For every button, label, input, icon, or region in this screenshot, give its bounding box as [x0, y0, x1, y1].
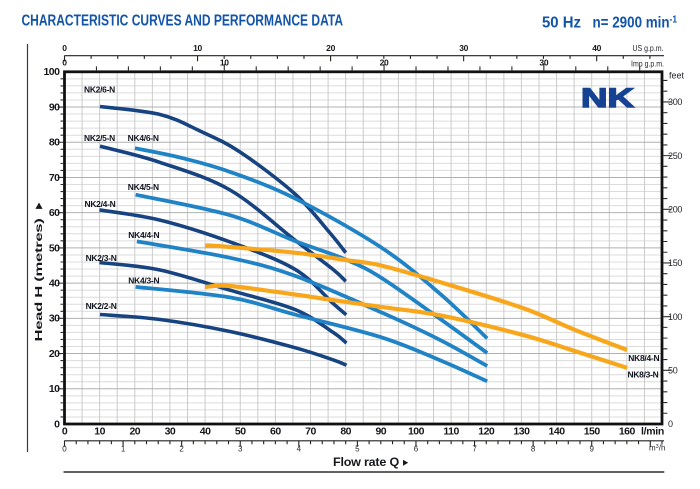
svg-text:30: 30 [459, 43, 468, 53]
svg-text:NK8/4-N: NK8/4-N [628, 353, 659, 363]
svg-text:20: 20 [129, 425, 140, 437]
svg-text:NK8/3-N: NK8/3-N [628, 369, 659, 379]
svg-text:10: 10 [49, 383, 60, 395]
svg-text:40: 40 [49, 278, 60, 290]
svg-text:l/min: l/min [641, 425, 664, 437]
svg-text:20: 20 [380, 58, 389, 68]
svg-text:8: 8 [531, 445, 536, 454]
svg-text:130: 130 [513, 425, 530, 437]
svg-text:6: 6 [414, 445, 419, 454]
svg-text:80: 80 [340, 425, 351, 437]
svg-text:3: 3 [238, 445, 243, 454]
svg-text:160: 160 [619, 425, 636, 437]
svg-text:300: 300 [668, 97, 682, 107]
svg-text:150: 150 [668, 258, 682, 268]
svg-text:20: 20 [326, 43, 335, 53]
svg-text:5: 5 [355, 445, 360, 454]
svg-text:60: 60 [270, 425, 281, 437]
svg-text:150: 150 [584, 425, 601, 437]
svg-text:30: 30 [165, 425, 176, 437]
svg-text:100: 100 [668, 312, 682, 322]
svg-text:0: 0 [62, 58, 67, 68]
svg-text:20: 20 [49, 348, 60, 360]
svg-text:NK2/3-N: NK2/3-N [86, 253, 117, 263]
svg-text:0: 0 [62, 445, 67, 454]
svg-text:100: 100 [43, 66, 60, 78]
svg-text:NK4/4-N: NK4/4-N [128, 230, 159, 240]
svg-text:1: 1 [121, 445, 126, 454]
svg-text:250: 250 [668, 151, 682, 161]
svg-text:90: 90 [49, 101, 60, 113]
svg-text:10: 10 [220, 58, 229, 68]
svg-text:7: 7 [472, 445, 477, 454]
svg-text:US g.p.m.: US g.p.m. [633, 43, 664, 53]
svg-text:4: 4 [297, 445, 302, 454]
svg-text:50: 50 [235, 425, 246, 437]
svg-text:80: 80 [49, 137, 60, 149]
svg-text:m3/h: m3/h [649, 444, 665, 453]
svg-text:0: 0 [668, 419, 673, 429]
svg-text:0: 0 [54, 418, 60, 430]
svg-text:Flow rate Q: Flow rate Q [333, 455, 399, 469]
svg-text:NK4/6-N: NK4/6-N [128, 133, 159, 143]
svg-text:50: 50 [668, 366, 678, 376]
svg-text:10: 10 [193, 43, 202, 53]
svg-text:NK4/5-N: NK4/5-N [128, 182, 159, 192]
svg-text:70: 70 [49, 172, 60, 184]
svg-text:30: 30 [49, 313, 60, 325]
svg-text:2: 2 [179, 445, 184, 454]
svg-text:NK2/4-N: NK2/4-N [85, 199, 116, 209]
svg-text:40: 40 [200, 425, 211, 437]
svg-text:Head H (metres): Head H (metres) [33, 219, 45, 342]
svg-text:100: 100 [408, 425, 425, 437]
svg-text:50 Hz: 50 Hz [542, 15, 581, 32]
svg-text:Imp g.p.m.: Imp g.p.m. [631, 59, 664, 69]
svg-text:0: 0 [62, 425, 68, 437]
svg-text:NK4/3-N: NK4/3-N [128, 275, 159, 285]
svg-text:10: 10 [94, 425, 105, 437]
svg-text:CHARACTERISTIC CURVES AND PERF: CHARACTERISTIC CURVES AND PERFORMANCE DA… [22, 13, 344, 30]
svg-text:120: 120 [478, 425, 495, 437]
svg-text:NK2/2-N: NK2/2-N [86, 301, 117, 311]
svg-text:n= 2900 min-1: n= 2900 min-1 [593, 15, 678, 32]
svg-text:110: 110 [443, 425, 459, 437]
svg-text:60: 60 [49, 207, 60, 219]
svg-text:140: 140 [549, 425, 566, 437]
svg-text:70: 70 [305, 425, 316, 437]
svg-text:200: 200 [668, 205, 682, 215]
svg-text:50: 50 [49, 242, 60, 254]
svg-text:30: 30 [539, 58, 548, 68]
svg-text:0: 0 [62, 43, 67, 53]
svg-text:40: 40 [592, 43, 601, 53]
svg-text:feet: feet [669, 71, 685, 81]
svg-text:NK2/6-N: NK2/6-N [84, 85, 115, 95]
svg-text:9: 9 [589, 445, 594, 454]
svg-text:90: 90 [375, 425, 386, 437]
svg-text:NK2/5-N: NK2/5-N [84, 133, 115, 143]
svg-text:NK: NK [581, 83, 635, 113]
